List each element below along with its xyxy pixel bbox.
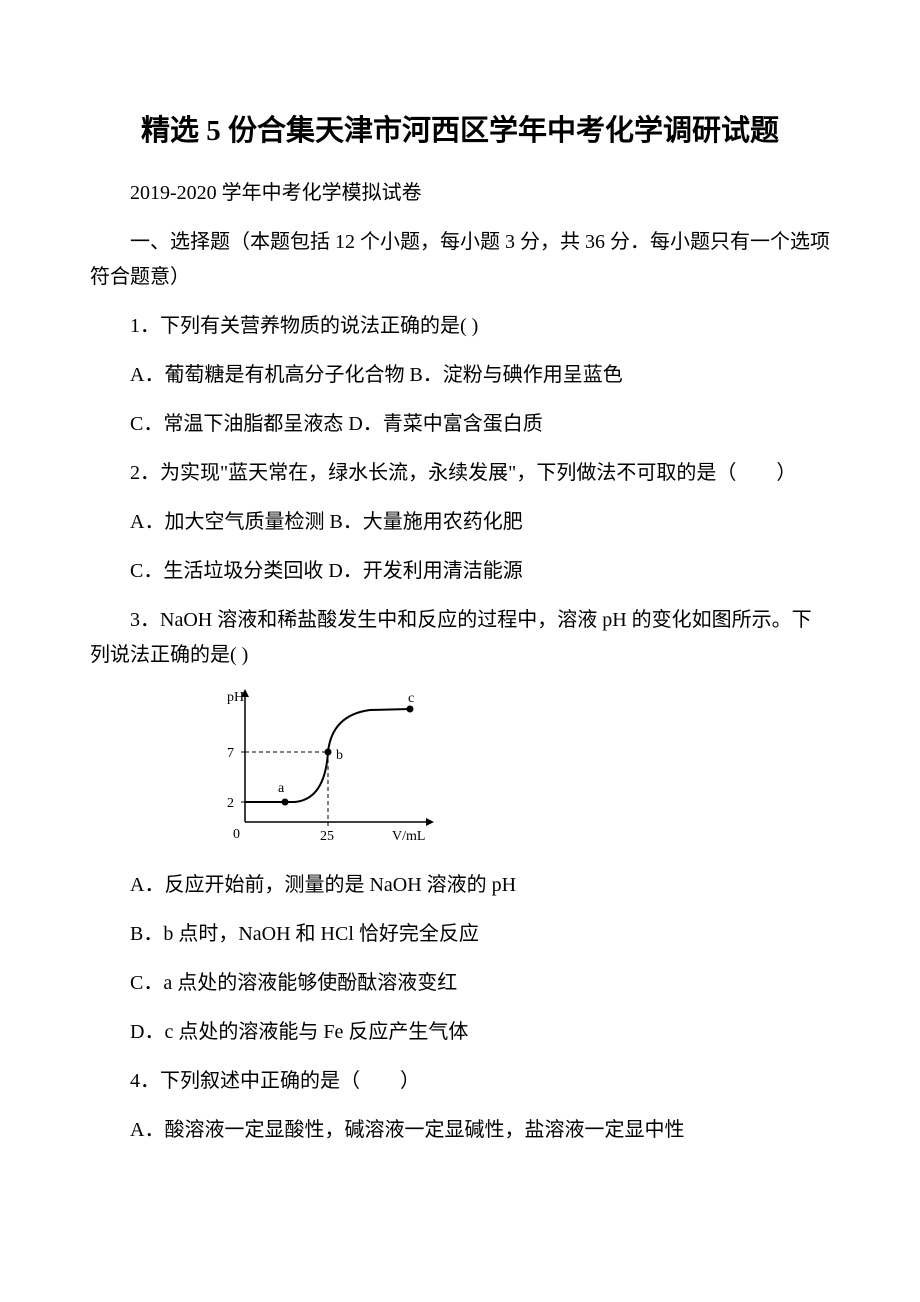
q3-option-d: D．c 点处的溶液能与 Fe 反应产生气体 [90, 1015, 830, 1050]
section-header: 一、选择题（本题包括 12 个小题，每小题 3 分，共 36 分．每小题只有一个… [90, 225, 830, 295]
q4-stem: 4．下列叙述中正确的是（ ） [90, 1064, 830, 1099]
svg-text:b: b [336, 748, 343, 763]
q2-stem: 2．为实现"蓝天常在，绿水长流，永续发展"，下列做法不可取的是（ ） [90, 456, 830, 491]
q3-option-b: B．b 点时，NaOH 和 HCl 恰好完全反应 [90, 917, 830, 952]
svg-text:2: 2 [227, 796, 234, 811]
ph-chart-svg: pH V/mL 0 2 7 25 a b c [210, 687, 440, 847]
svg-text:pH: pH [227, 690, 244, 705]
q2-options-cd: C．生活垃圾分类回收 D．开发利用清洁能源 [90, 554, 830, 589]
svg-text:a: a [278, 781, 285, 796]
svg-text:7: 7 [227, 746, 234, 761]
ph-chart: pH V/mL 0 2 7 25 a b c [210, 687, 830, 852]
page-title: 精选 5 份合集天津市河西区学年中考化学调研试题 [90, 110, 830, 154]
q4-option-a: A．酸溶液一定显酸性，碱溶液一定显碱性，盐溶液一定显中性 [90, 1113, 830, 1148]
q3-option-c: C．a 点处的溶液能够使酚酞溶液变红 [90, 966, 830, 1001]
q1-options-ab: A．葡萄糖是有机高分子化合物 B．淀粉与碘作用呈蓝色 [90, 358, 830, 393]
q3-stem: 3．NaOH 溶液和稀盐酸发生中和反应的过程中，溶液 pH 的变化如图所示。下列… [90, 603, 830, 673]
q1-stem: 1．下列有关营养物质的说法正确的是( ) [90, 309, 830, 344]
subtitle: 2019-2020 学年中考化学模拟试卷 [90, 176, 830, 211]
svg-text:0: 0 [233, 827, 240, 842]
svg-text:c: c [408, 691, 414, 706]
q2-options-ab: A．加大空气质量检测 B．大量施用农药化肥 [90, 505, 830, 540]
q1-options-cd: C．常温下油脂都呈液态 D．青菜中富含蛋白质 [90, 407, 830, 442]
svg-text:V/mL: V/mL [392, 829, 425, 844]
q3-option-a: A．反应开始前，测量的是 NaOH 溶液的 pH [90, 868, 830, 903]
svg-text:25: 25 [320, 829, 334, 844]
